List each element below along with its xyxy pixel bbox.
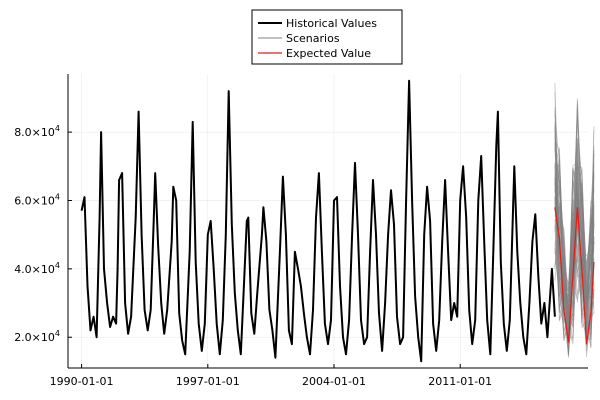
legend: Historical Values Scenarios Expected Value [251,9,403,65]
x-tick-label: 2004-01-01 [302,375,366,388]
scenario-line [554,107,595,356]
scenario-line [554,186,595,310]
y-tick-label: 2.0×104 [14,329,60,344]
scenario-line [554,161,595,348]
scenario-line [554,127,595,341]
scenario-line [554,167,595,321]
scenario-line [554,172,595,326]
y-tick-label: 4.0×104 [14,261,60,276]
legend-box [251,9,403,65]
scenario-line [554,146,595,336]
scenario-line [554,82,595,338]
y-tick-label: 8.0×104 [14,124,60,139]
scenario-line [554,126,595,335]
expected-value-series [554,207,595,345]
scenario-line [554,198,595,317]
x-tick-label: 1990-01-01 [50,375,114,388]
scenario-line [554,134,595,320]
scenario-line [554,121,595,341]
scenario-line [554,100,595,356]
scenario-line [554,110,595,341]
scenarios-series [554,82,595,358]
axes: 1990-01-01 1997-01-01 2004-01-01 2011-01-01… [14,74,588,388]
scenario-line [554,114,595,350]
historical-values-series [80,79,556,363]
scenario-line [554,174,595,325]
legend-label: Expected Value [286,47,371,60]
scenario-line [554,147,595,356]
scenario-line [554,177,595,321]
scenario-line [554,91,595,331]
scenario-line [554,168,595,324]
scenario-line [554,149,595,328]
legend-label: Scenarios [286,32,340,45]
x-tick-label: 2011-01-01 [428,375,492,388]
historical-values-line [80,79,556,363]
scenario-line [554,113,595,347]
scenario-line [554,169,595,322]
y-tick-label: 6.0×104 [14,192,60,207]
scenario-line [554,145,595,341]
expected-value-line [554,207,595,345]
legend-label: Historical Values [286,17,377,30]
scenario-line [554,182,595,341]
scenario-line [554,172,595,313]
scenario-line [554,175,595,340]
scenario-line [554,195,595,300]
scenario-line [554,130,595,335]
scenario-line [554,98,595,358]
scenario-line [554,139,595,353]
scenario-line [554,146,595,354]
scenario-line [554,183,595,345]
scenario-line [554,143,595,324]
x-tick-label: 1997-01-01 [176,375,240,388]
scenario-line [554,199,595,320]
scenario-line [554,183,595,328]
